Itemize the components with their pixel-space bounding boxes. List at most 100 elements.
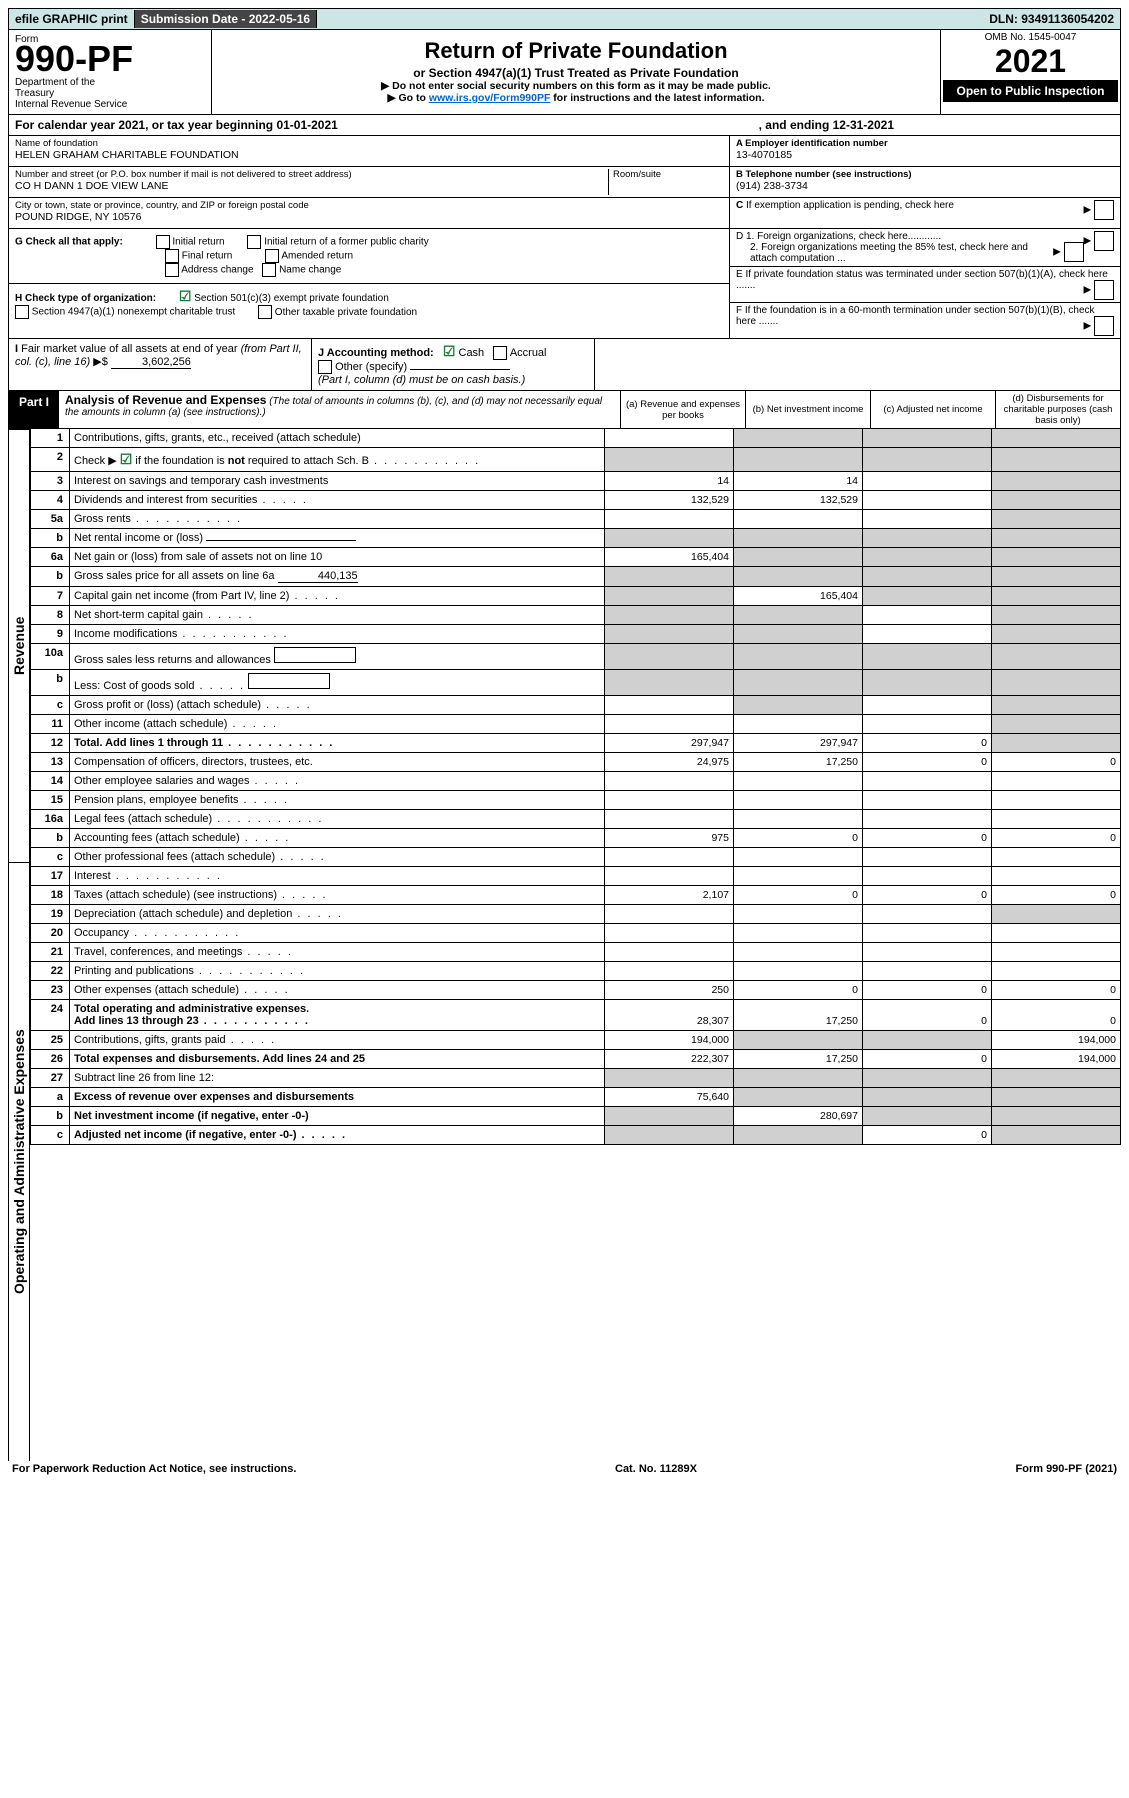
part1-label: Part I xyxy=(9,391,59,428)
table-row: 13Compensation of officers, directors, t… xyxy=(31,753,1121,772)
table-row: 2Check ▶ ☑ if the foundation is not requ… xyxy=(31,448,1121,472)
table-row: 3Interest on savings and temporary cash … xyxy=(31,472,1121,491)
tax-year: 2021 xyxy=(943,43,1118,80)
footer-right: Form 990-PF (2021) xyxy=(1016,1463,1118,1475)
checkbox-c[interactable] xyxy=(1094,200,1114,220)
table-row: 6aNet gain or (loss) from sale of assets… xyxy=(31,548,1121,567)
checkbox-initial-former[interactable] xyxy=(247,235,261,249)
table-row: 9Income modifications xyxy=(31,625,1121,644)
section-f: F If the foundation is in a 60-month ter… xyxy=(730,303,1120,338)
efile-label[interactable]: efile GRAPHIC print xyxy=(9,10,135,28)
checkbox-d1[interactable] xyxy=(1094,231,1114,251)
part1-table: Revenue Operating and Administrative Exp… xyxy=(8,429,1121,1461)
dept-line3: Internal Revenue Service xyxy=(15,99,205,110)
table-row: 22Printing and publications xyxy=(31,962,1121,981)
top-bar: efile GRAPHIC print Submission Date - 20… xyxy=(8,8,1121,30)
table-row: aExcess of revenue over expenses and dis… xyxy=(31,1088,1121,1107)
submission-date: Submission Date - 2022-05-16 xyxy=(135,10,317,28)
table-row: cAdjusted net income (if negative, enter… xyxy=(31,1126,1121,1145)
check-icon: ☑ xyxy=(443,343,456,359)
room-label: Room/suite xyxy=(613,169,723,180)
expenses-side-label: Operating and Administrative Expenses xyxy=(8,862,30,1461)
checkbox-d2[interactable] xyxy=(1064,242,1084,262)
table-row: bNet rental income or (loss) xyxy=(31,529,1121,548)
section-i: I Fair market value of all assets at end… xyxy=(9,339,311,373)
table-row: 21Travel, conferences, and meetings xyxy=(31,943,1121,962)
table-row: 4Dividends and interest from securities1… xyxy=(31,491,1121,510)
table-row: 14Other employee salaries and wages xyxy=(31,772,1121,791)
table-row: 7Capital gain net income (from Part IV, … xyxy=(31,587,1121,606)
checkbox-final-return[interactable] xyxy=(165,249,179,263)
calendar-pre: For calendar year 2021, or tax year begi… xyxy=(15,118,338,132)
table-row: 16aLegal fees (attach schedule) xyxy=(31,810,1121,829)
checkbox-e[interactable] xyxy=(1094,280,1114,300)
table-row: 27Subtract line 26 from line 12: xyxy=(31,1069,1121,1088)
dln-label: DLN: 93491136054202 xyxy=(983,10,1120,28)
footer-left: For Paperwork Reduction Act Notice, see … xyxy=(12,1463,296,1475)
checkbox-other-taxable[interactable] xyxy=(258,305,272,319)
table-row: 25Contributions, gifts, grants paid194,0… xyxy=(31,1031,1121,1050)
table-row: 11Other income (attach schedule) xyxy=(31,715,1121,734)
section-e: E If private foundation status was termi… xyxy=(730,267,1120,303)
header-right: OMB No. 1545-0047 2021 Open to Public In… xyxy=(940,30,1120,114)
col-a-header: (a) Revenue and expenses per books xyxy=(620,391,745,428)
section-d: D 1. Foreign organizations, check here..… xyxy=(730,229,1120,267)
check-icon: ☑ xyxy=(179,288,192,304)
entity-info: Name of foundation HELEN GRAHAM CHARITAB… xyxy=(8,136,1121,339)
revenue-side-label: Revenue xyxy=(8,429,30,862)
calendar-year-row: For calendar year 2021, or tax year begi… xyxy=(8,115,1121,136)
section-j: J Accounting method: ☑ Cash Accrual Othe… xyxy=(311,339,595,390)
omb-number: OMB No. 1545-0047 xyxy=(943,32,1118,43)
phone-value: (914) 238-3734 xyxy=(736,180,808,192)
part1-header: Part I Analysis of Revenue and Expenses … xyxy=(8,391,1121,429)
checkbox-accrual[interactable] xyxy=(493,346,507,360)
table-row: 18Taxes (attach schedule) (see instructi… xyxy=(31,886,1121,905)
col-b-header: (b) Net investment income xyxy=(745,391,870,428)
col-d-header: (d) Disbursements for charitable purpose… xyxy=(995,391,1120,428)
table-row: 24Total operating and administrative exp… xyxy=(31,1000,1121,1031)
header-center: Return of Private Foundation or Section … xyxy=(212,30,940,114)
table-row: bLess: Cost of goods sold xyxy=(31,670,1121,696)
section-h: H Check type of organization: ☑ Section … xyxy=(9,284,729,323)
dept-line2: Treasury xyxy=(15,88,205,99)
checkbox-amended[interactable] xyxy=(265,249,279,263)
table-row: bNet investment income (if negative, ent… xyxy=(31,1107,1121,1126)
foundation-name-cell: Name of foundation HELEN GRAHAM CHARITAB… xyxy=(9,136,729,167)
city-state-zip: POUND RIDGE, NY 10576 xyxy=(15,211,723,223)
page-footer: For Paperwork Reduction Act Notice, see … xyxy=(8,1461,1121,1477)
street-address: CO H DANN 1 DOE VIEW LANE xyxy=(15,180,608,192)
footer-mid: Cat. No. 11289X xyxy=(615,1463,697,1475)
table-row: 8Net short-term capital gain xyxy=(31,606,1121,625)
ein-cell: A Employer identification number 13-4070… xyxy=(730,136,1120,167)
table-row: 26Total expenses and disbursements. Add … xyxy=(31,1050,1121,1069)
table-row: 10aGross sales less returns and allowanc… xyxy=(31,644,1121,670)
form-number: 990-PF xyxy=(15,41,205,77)
table-row: 19Depreciation (attach schedule) and dep… xyxy=(31,905,1121,924)
checkbox-name-change[interactable] xyxy=(262,263,276,277)
section-i-j: I Fair market value of all assets at end… xyxy=(8,339,1121,391)
irs-link[interactable]: www.irs.gov/Form990PF xyxy=(429,92,551,104)
revenue-expense-table: 1Contributions, gifts, grants, etc., rec… xyxy=(30,429,1121,1145)
table-row: bGross sales price for all assets on lin… xyxy=(31,567,1121,587)
section-g: G Check all that apply: Initial return I… xyxy=(9,229,729,284)
form-subtitle: or Section 4947(a)(1) Trust Treated as P… xyxy=(220,66,932,80)
form-header: Form 990-PF Department of the Treasury I… xyxy=(8,30,1121,115)
header-left: Form 990-PF Department of the Treasury I… xyxy=(9,30,212,114)
section-c: C C If exemption application is pending,… xyxy=(730,198,1120,229)
checkbox-initial-return[interactable] xyxy=(156,235,170,249)
table-row: 20Occupancy xyxy=(31,924,1121,943)
checkbox-address-change[interactable] xyxy=(165,263,179,277)
phone-cell: B Telephone number (see instructions) (9… xyxy=(730,167,1120,198)
checkbox-f[interactable] xyxy=(1094,316,1114,336)
table-row: 17Interest xyxy=(31,867,1121,886)
ein-value: 13-4070185 xyxy=(736,149,792,161)
fmv-value: 3,602,256 xyxy=(111,356,191,369)
checkbox-4947[interactable] xyxy=(15,305,29,319)
foundation-name: HELEN GRAHAM CHARITABLE FOUNDATION xyxy=(15,149,723,161)
table-row: bAccounting fees (attach schedule)975000 xyxy=(31,829,1121,848)
form-note1: ▶ Do not enter social security numbers o… xyxy=(220,80,932,92)
table-row: 1Contributions, gifts, grants, etc., rec… xyxy=(31,429,1121,448)
table-row: 23Other expenses (attach schedule)250000 xyxy=(31,981,1121,1000)
table-row: 12Total. Add lines 1 through 11297,94729… xyxy=(31,734,1121,753)
checkbox-other-method[interactable] xyxy=(318,360,332,374)
